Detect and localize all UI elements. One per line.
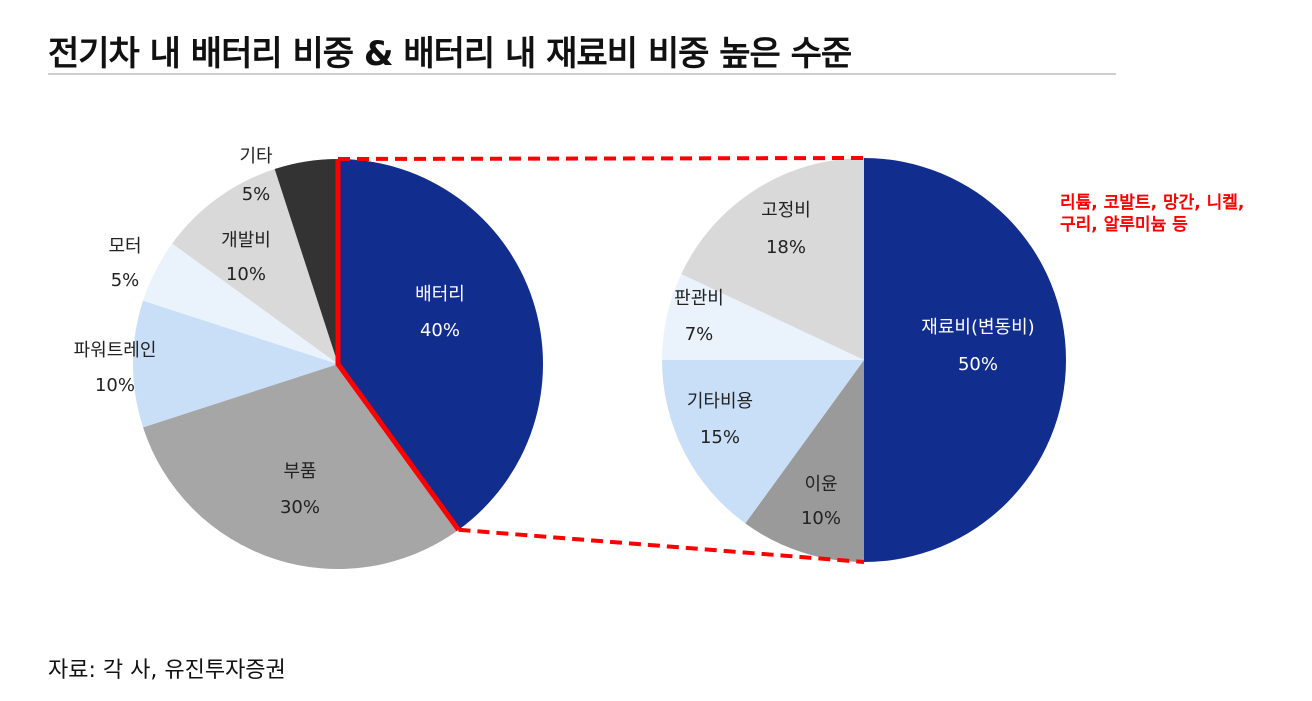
- battery-slice-outline: [335, 159, 461, 532]
- battery-cost-pie-labels: 재료비(변동비) 50% 이윤 10% 기타비용 15% 판관비 7% 고정비 18%: [674, 200, 1035, 529]
- bat-pie-slice-2: [662, 360, 864, 524]
- ev-pie-slice-2: [132, 300, 338, 428]
- ev-slice-value: 40%: [420, 320, 460, 341]
- bat-slice-label: 판관비: [674, 288, 724, 309]
- ev-slice-label: 부품: [283, 461, 316, 482]
- bat-slice-value: 18%: [766, 237, 806, 258]
- materials-annotation: 리튬, 코발트, 망간, 니켈, 구리, 알루미늄 등: [1060, 192, 1310, 236]
- bat-slice-label: 재료비(변동비): [921, 317, 1034, 338]
- bat-pie-slice-3: [662, 273, 864, 360]
- chart-title: 전기차 내 배터리 비중 & 배터리 내 재료비 비중 높은 수준: [48, 34, 852, 74]
- ev-slice-label: 개발비: [221, 230, 271, 251]
- ev-cost-pie-labels: 배터리 40% 부품 30% 파워트레인 10% 모터 5% 개발비 10% 기타 5%: [74, 146, 465, 518]
- battery-cost-pie: [662, 158, 1066, 562]
- bat-pie-slice-1: [745, 360, 864, 562]
- ev-slice-label: 파워트레인: [74, 340, 157, 361]
- source-note: 자료: 각 사, 유진투자증권: [48, 658, 286, 683]
- ev-slice-value: 5%: [111, 270, 140, 291]
- connector-line-top: [337, 156, 865, 161]
- bat-slice-value: 15%: [700, 427, 740, 448]
- ev-cost-pie: [132, 159, 544, 570]
- bat-slice-label: 고정비: [761, 200, 811, 221]
- bat-pie-slice-0: [864, 158, 1066, 562]
- title-divider: [48, 73, 1116, 75]
- bat-slice-value: 50%: [958, 354, 998, 375]
- ev-pie-slice-3: [143, 243, 338, 364]
- bat-slice-value: 10%: [801, 508, 841, 529]
- ev-pie-slice-1: [143, 364, 459, 570]
- ev-slice-value: 10%: [226, 264, 266, 285]
- breakout-connectors: [335, 156, 865, 564]
- bat-slice-value: 7%: [685, 324, 714, 345]
- annotation-line-1: 리튬, 코발트, 망간, 니켈,: [1060, 193, 1245, 213]
- bat-pie-slice-4: [681, 158, 864, 360]
- ev-slice-label: 기타: [239, 146, 273, 167]
- ev-pie-slice-5: [274, 159, 338, 364]
- ev-pie-slice-4: [172, 169, 338, 364]
- bat-slice-label: 기타비용: [687, 391, 753, 412]
- bat-slice-label: 이윤: [804, 474, 837, 495]
- ev-slice-value: 30%: [280, 497, 320, 518]
- ev-slice-label: 배터리: [415, 284, 465, 305]
- ev-pie-slice-0: [338, 159, 544, 530]
- annotation-line-2: 구리, 알루미늄 등: [1060, 215, 1188, 235]
- connector-line-bottom: [458, 527, 865, 564]
- ev-slice-value: 5%: [242, 184, 271, 205]
- ev-slice-value: 10%: [95, 375, 135, 396]
- ev-slice-label: 모터: [108, 236, 141, 257]
